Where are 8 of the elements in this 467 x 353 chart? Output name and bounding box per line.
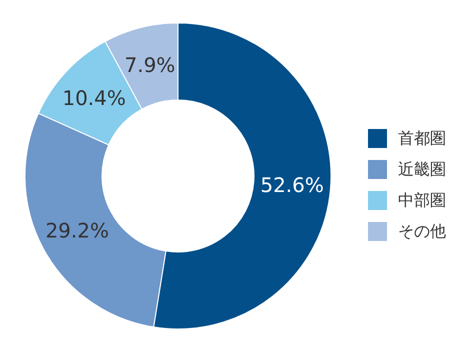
data-label: 10.4% bbox=[62, 86, 126, 110]
legend-label: その他 bbox=[398, 222, 446, 241]
data-label: 29.2% bbox=[45, 218, 109, 242]
legend-label: 近畿圏 bbox=[398, 160, 446, 179]
legend-label: 中部圏 bbox=[398, 190, 446, 210]
legend-label: 首都圏 bbox=[398, 128, 446, 148]
data-label: 52.6% bbox=[260, 173, 324, 198]
data-label: 7.9% bbox=[124, 53, 176, 77]
